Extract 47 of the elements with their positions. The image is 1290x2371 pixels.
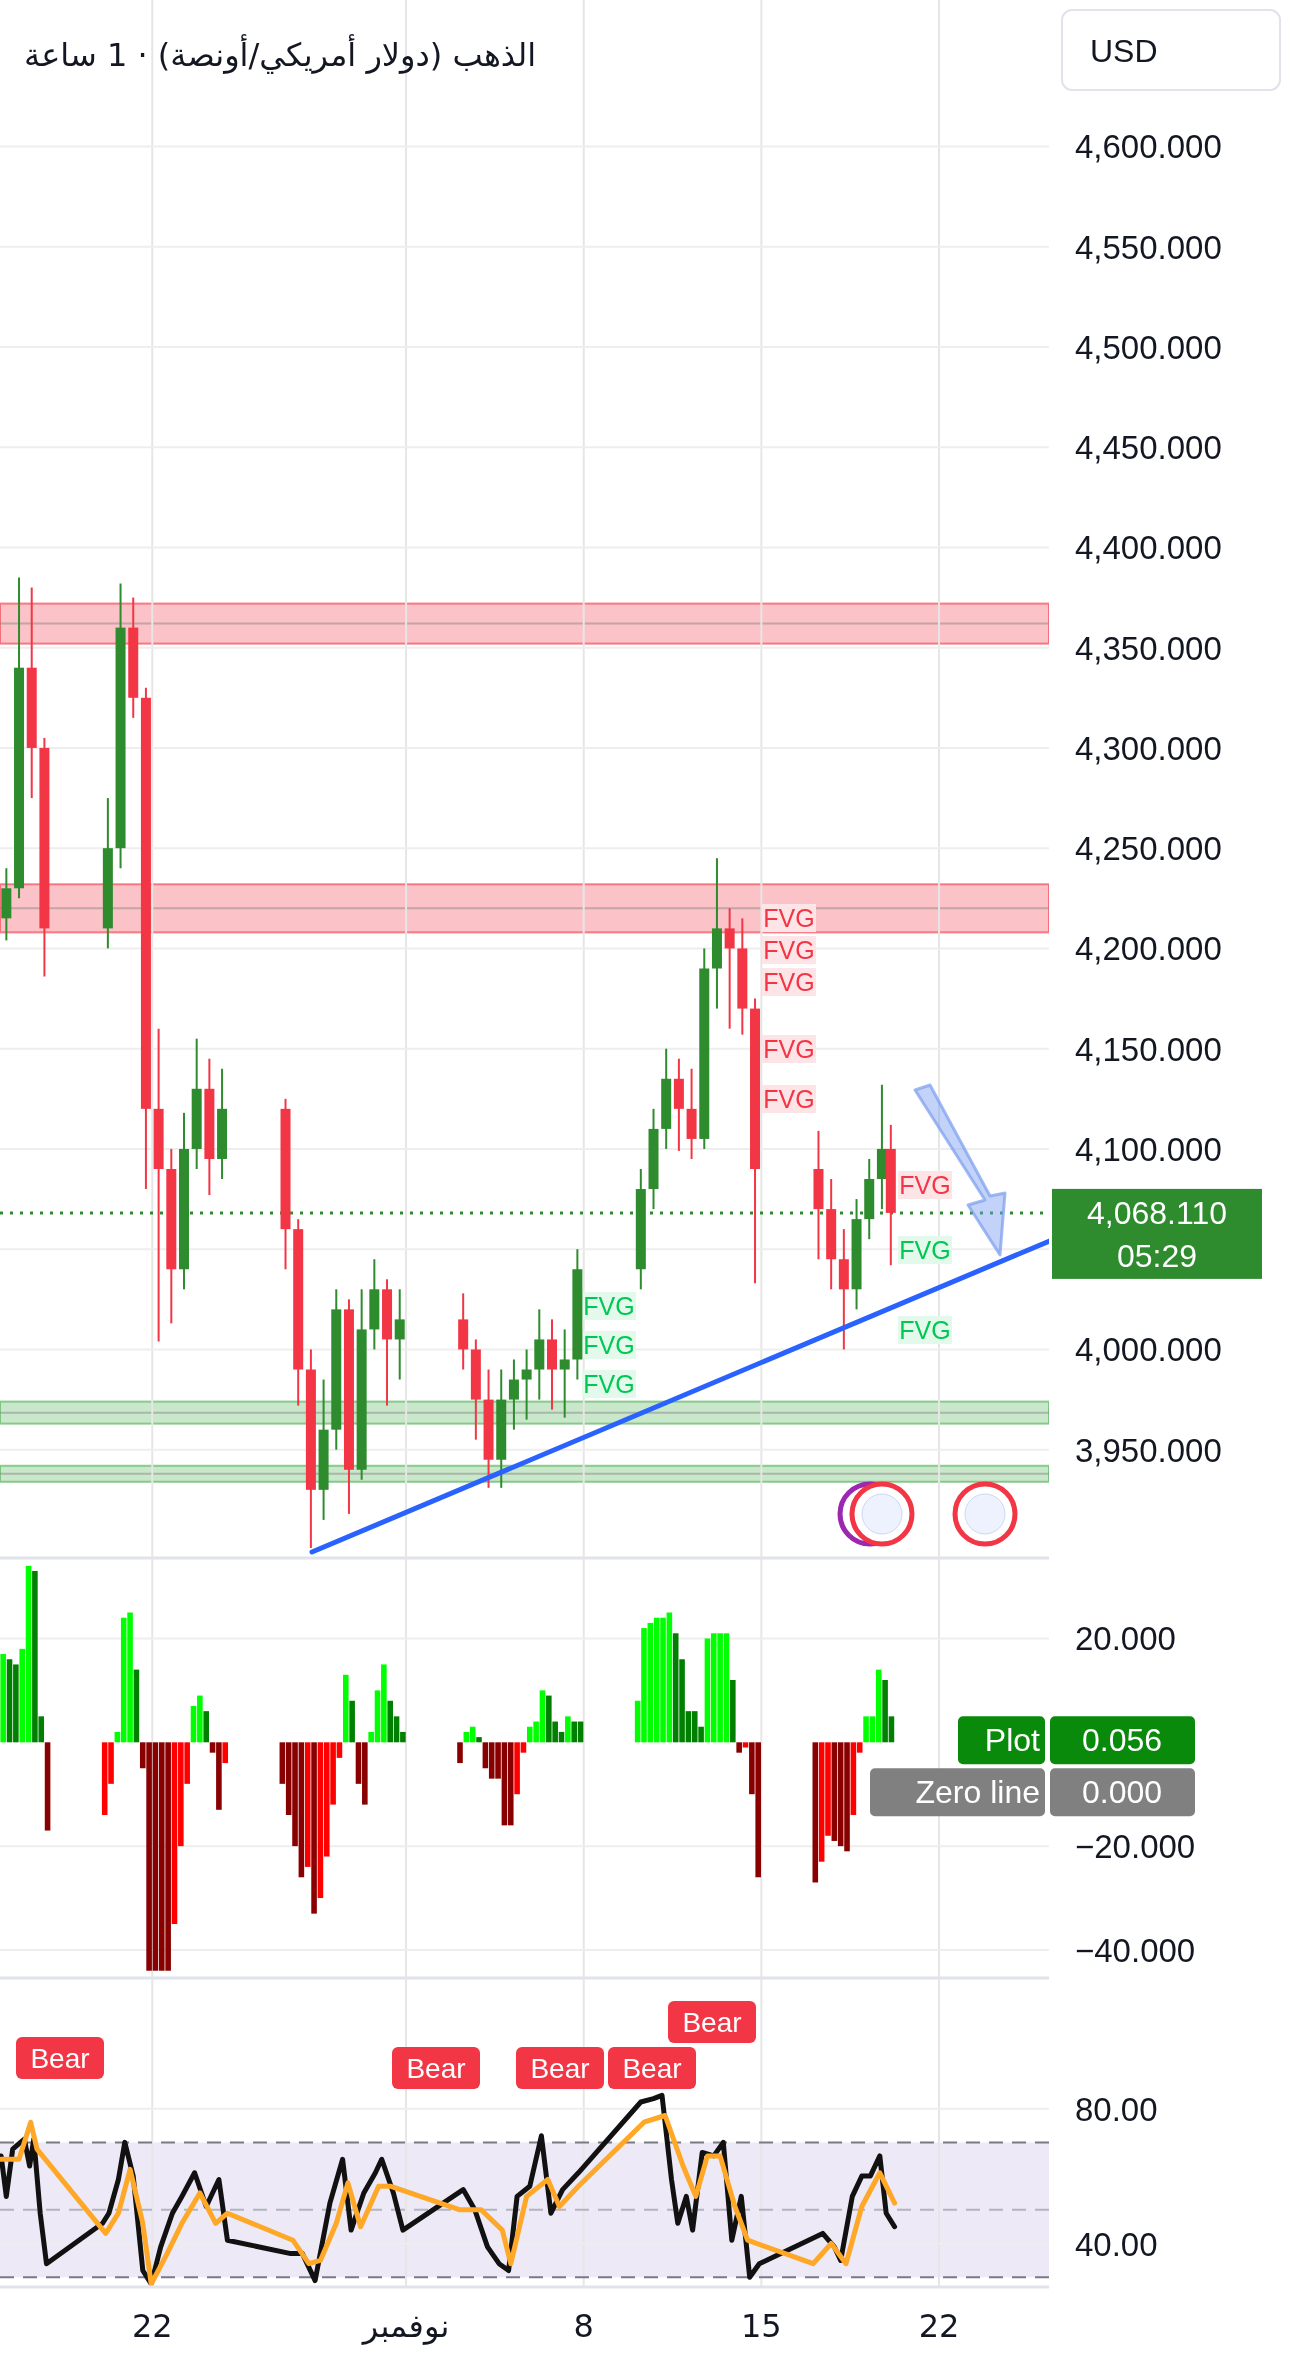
annotation: FVG	[899, 1316, 951, 1344]
annotation: FVG	[583, 1292, 635, 1320]
y-tick-label: 4,450.000	[1075, 429, 1222, 467]
annotation: Bear	[622, 2053, 682, 2084]
y-tick-label: 4,250.000	[1075, 830, 1222, 868]
x-tick-label: 15	[741, 2307, 782, 2345]
annotation: FVG	[763, 1035, 815, 1063]
text: الذهب (دولار أمريكي/أونصة) · 1 ساعة	[24, 34, 537, 74]
y-tick-label: 4,400.000	[1075, 529, 1222, 567]
annotation: Plot	[984, 1722, 1041, 1759]
annotation: FVG	[899, 1171, 951, 1199]
y-tick-label: 4,000.000	[1075, 1331, 1222, 1369]
annotation: FVG	[763, 1085, 815, 1113]
y-tick-label: 4,600.000	[1075, 128, 1222, 166]
annotation: Bear	[30, 2043, 90, 2074]
x-tick-label: نوفمبر	[360, 2307, 450, 2345]
annotation: Bear	[682, 2007, 742, 2038]
text: USD	[1090, 33, 1158, 69]
annotation: Zero line	[915, 1774, 1040, 1811]
annotation: FVG	[583, 1370, 635, 1398]
text: 0.056	[1081, 1722, 1163, 1759]
y-tick-label: 20.000	[1075, 1620, 1176, 1658]
y-tick-label: 4,200.000	[1075, 930, 1222, 968]
y-tick-label: −40.000	[1075, 1931, 1196, 1969]
y-tick-label: 4,150.000	[1075, 1030, 1222, 1068]
y-tick-label: 80.00	[1075, 2090, 1158, 2128]
x-tick-label: 22	[131, 2307, 173, 2345]
y-tick-label: 40.00	[1075, 2225, 1158, 2263]
annotation: Bear	[406, 2053, 466, 2084]
text: 0.000	[1081, 1774, 1163, 1811]
y-tick-label: 4,500.000	[1075, 328, 1222, 366]
y-tick-label: 3,950.000	[1075, 1431, 1222, 1469]
text: 05:29	[1116, 1237, 1198, 1274]
annotation: FVG	[763, 904, 815, 932]
annotation: FVG	[763, 936, 815, 964]
y-tick-label: 4,550.000	[1075, 228, 1222, 266]
ref-line-label: 4,068.110	[1087, 1194, 1227, 1231]
annotation: FVG	[763, 968, 815, 996]
y-tick-label: −20.000	[1075, 1828, 1196, 1866]
annotation: FVG	[583, 1331, 635, 1359]
annotation: Bear	[530, 2053, 590, 2084]
y-tick-label: 4,350.000	[1075, 629, 1222, 667]
y-tick-label: 4,300.000	[1075, 729, 1222, 767]
y-tick-label: 4,100.000	[1075, 1130, 1222, 1168]
x-tick-label: 22	[918, 2307, 960, 2345]
annotation: FVG	[899, 1236, 951, 1264]
x-tick-label: 8	[573, 2307, 594, 2345]
